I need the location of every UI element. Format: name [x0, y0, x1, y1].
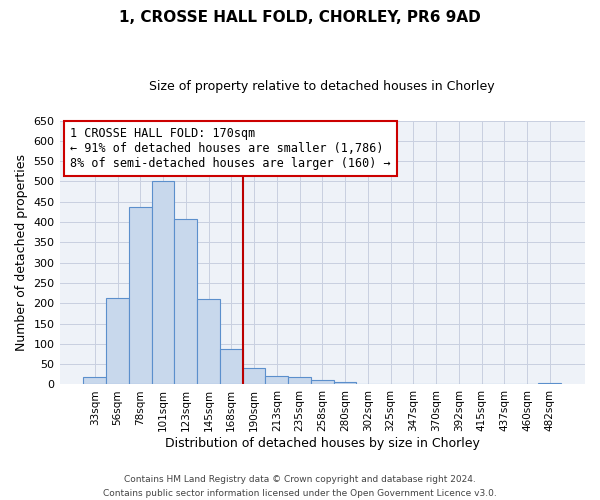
- Bar: [242, 368, 265, 384]
- Y-axis label: Number of detached properties: Number of detached properties: [15, 154, 28, 351]
- Title: Size of property relative to detached houses in Chorley: Size of property relative to detached ho…: [149, 80, 495, 93]
- X-axis label: Distribution of detached houses by size in Chorley: Distribution of detached houses by size …: [165, 437, 480, 450]
- Bar: [106, 298, 129, 384]
- Text: Contains HM Land Registry data © Crown copyright and database right 2024.
Contai: Contains HM Land Registry data © Crown c…: [103, 476, 497, 498]
- Bar: [152, 182, 175, 384]
- Bar: [197, 299, 220, 384]
- Text: 1, CROSSE HALL FOLD, CHORLEY, PR6 9AD: 1, CROSSE HALL FOLD, CHORLEY, PR6 9AD: [119, 10, 481, 25]
- Bar: [220, 348, 242, 384]
- Text: 1 CROSSE HALL FOLD: 170sqm
← 91% of detached houses are smaller (1,786)
8% of se: 1 CROSSE HALL FOLD: 170sqm ← 91% of deta…: [70, 127, 391, 170]
- Bar: [265, 376, 288, 384]
- Bar: [538, 383, 561, 384]
- Bar: [311, 380, 334, 384]
- Bar: [83, 377, 106, 384]
- Bar: [129, 207, 152, 384]
- Bar: [288, 377, 311, 384]
- Bar: [334, 382, 356, 384]
- Bar: [175, 219, 197, 384]
